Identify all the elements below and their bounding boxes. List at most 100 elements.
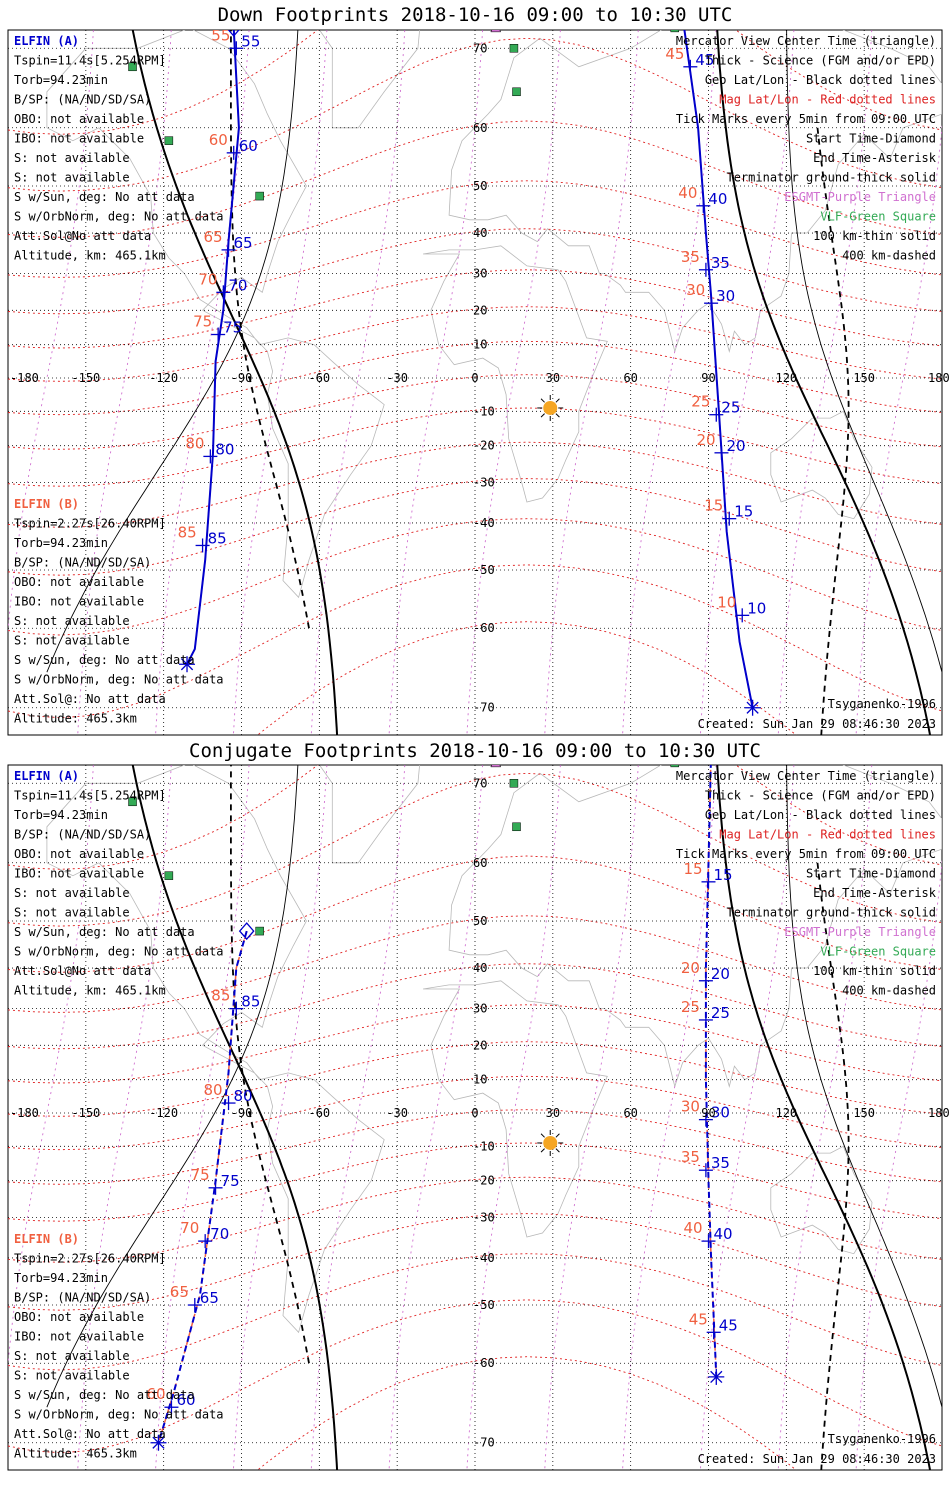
y-tick-label: -60 [473,1356,495,1370]
elfin-b-info-line: Torb=94.23min [14,1271,108,1285]
legend-line: End Time-Asterisk [813,886,937,900]
legend-line: Mag Lat/Lon - Red dotted lines [719,93,936,107]
panel-title-down: Down Footprints 2018-10-16 09:00 to 10:3… [217,4,733,26]
track-tick-label: 65 [234,234,253,252]
track-tick-label: 40 [714,1225,733,1243]
continent-outline [46,30,385,599]
legend-line: ESGMT-Purple Triangle [784,190,936,204]
y-tick-label: -30 [473,475,495,489]
track-tick-label-mag: 45 [689,1310,708,1328]
mag-lat-line [8,963,942,1050]
elfin-a-info-line: Tspin=11.4s[5.254RPM] [14,789,166,803]
track-tick-label-mag: 70 [198,270,217,288]
track-tick-label-mag: 30 [681,1098,700,1116]
elfin-a-info-line: IBO: not available [14,132,144,146]
track-tick-label-mag: 70 [180,1219,199,1237]
x-tick-label: 120 [775,371,797,385]
vlf-station-marker [255,191,264,201]
elfin-b-info-line: S: not available [14,1369,130,1383]
track-tick-label-mag: 75 [193,313,212,331]
elfin-a-info-line: Att.Sol@No att data [14,964,151,978]
mag-lon-line [8,765,94,1369]
x-tick-label: -180 [10,1106,39,1120]
panel-title-conjugate: Conjugate Footprints 2018-10-16 09:00 to… [189,740,761,762]
start-diamond [676,9,690,25]
y-tick-label: -50 [473,563,495,577]
terminator-100km-east [786,30,942,673]
y-tick-label: -60 [473,621,495,635]
legend-line: 100 km-thin solid [813,964,936,978]
mag-lat-line [8,374,942,450]
x-tick-label: 150 [853,371,875,385]
track-tick-label-mag: 65 [170,1283,189,1301]
mag-lat-line [8,1004,942,1084]
terminator-400km-west [230,30,310,629]
model-label: Tsyganenko-1996 [828,697,936,711]
terminator-east [716,765,932,1470]
track-tick-label: 55 [241,32,260,50]
mag-lat-line [8,1176,942,1263]
y-tick-label: -50 [473,1298,495,1312]
end-asterisk [152,1436,165,1449]
plot-area: 55 55 60 60 65 65 70 70 75 75 80 80 85 85 45 45 40 40 35 35… [8,9,942,735]
mag-lon-line [310,30,406,735]
mag-lon-line [8,30,94,634]
y-tick-label: 40 [473,226,487,240]
track-tick-label-mag: 55 [211,26,230,44]
mag-lon-line [699,765,795,1470]
elfin-a-info-line: Att.Sol@No att data [14,229,151,243]
y-tick-label: 40 [473,961,487,975]
y-tick-label: -10 [473,1139,495,1153]
elfin-a-info-line: S w/OrbNorm, deg: No att data [14,945,224,959]
legend-line: Mercator View Center Time (triangle) [676,34,936,48]
y-tick-label: -20 [473,1174,495,1188]
elfin-b-info-line: Altitude: 465.3km [14,1447,137,1461]
elfin-a-info-line: OBO: not available [14,112,144,126]
sun-ray [540,398,545,403]
legend-line: Mercator View Center Time (triangle) [676,769,936,783]
elfin-a-info-line: S: not available [14,886,130,900]
y-tick-label: 20 [473,303,487,317]
vlf-station-marker [164,871,174,880]
y-tick-label: 60 [473,121,487,135]
x-tick-label: 180 [928,371,950,385]
vlf-station-marker [512,822,521,832]
x-tick-label: 150 [853,1106,875,1120]
elfin-a-info-line: ELFIN (A) [14,34,79,48]
legend-line: Start Time-Diamond [806,867,936,881]
track-tick-label-mag: 75 [191,1166,210,1184]
mag-lon-line [310,765,406,1470]
track-tick-label-mag: 60 [146,1385,165,1403]
end-asterisk [710,1370,723,1384]
legend-line: Geo Lat/Lon - Black dotted lines [705,808,936,822]
y-tick-label: 60 [473,856,487,870]
x-tick-label: 30 [546,1106,560,1120]
track-tick-label-mag: 20 [681,959,700,977]
legend-line: VLF-Green Square [820,210,936,224]
elfin-a-info-line: Altitude, km: 465.1km [14,984,166,998]
track-tick-label: 30 [716,287,735,305]
elfin-b-info-line: Att.Sol@: No att data [14,692,166,706]
legend-line: 100 km-thin solid [813,229,936,243]
legend-line: Terminator ground-thick solid [726,906,936,920]
legend-line: 400 km-dashed [842,249,936,263]
terminator-400km-west [230,765,310,1364]
track-tick-label-mag: 25 [691,393,710,411]
track-tick-label-mag: 35 [681,248,700,266]
vlf-station-marker [164,136,174,145]
elfin-a-info-line: S: not available [14,171,130,185]
mag-lon-line [699,30,795,735]
mag-lat-line [8,1041,942,1117]
start-diamond [704,744,718,760]
vlf-station-marker [128,797,137,807]
x-tick-label: 90 [701,1106,715,1120]
x-tick-label: 30 [546,371,560,385]
elfin-b-info-line: S w/Sun, deg: No att data [14,1388,195,1402]
continent-outline [318,765,421,864]
legend-line: Geo Lat/Lon - Black dotted lines [705,73,936,87]
continent-outline [46,765,385,1334]
track-tick-label-mag: 35 [681,1148,700,1166]
vlf-station-marker [255,926,264,936]
vlf-station-marker [670,30,680,33]
